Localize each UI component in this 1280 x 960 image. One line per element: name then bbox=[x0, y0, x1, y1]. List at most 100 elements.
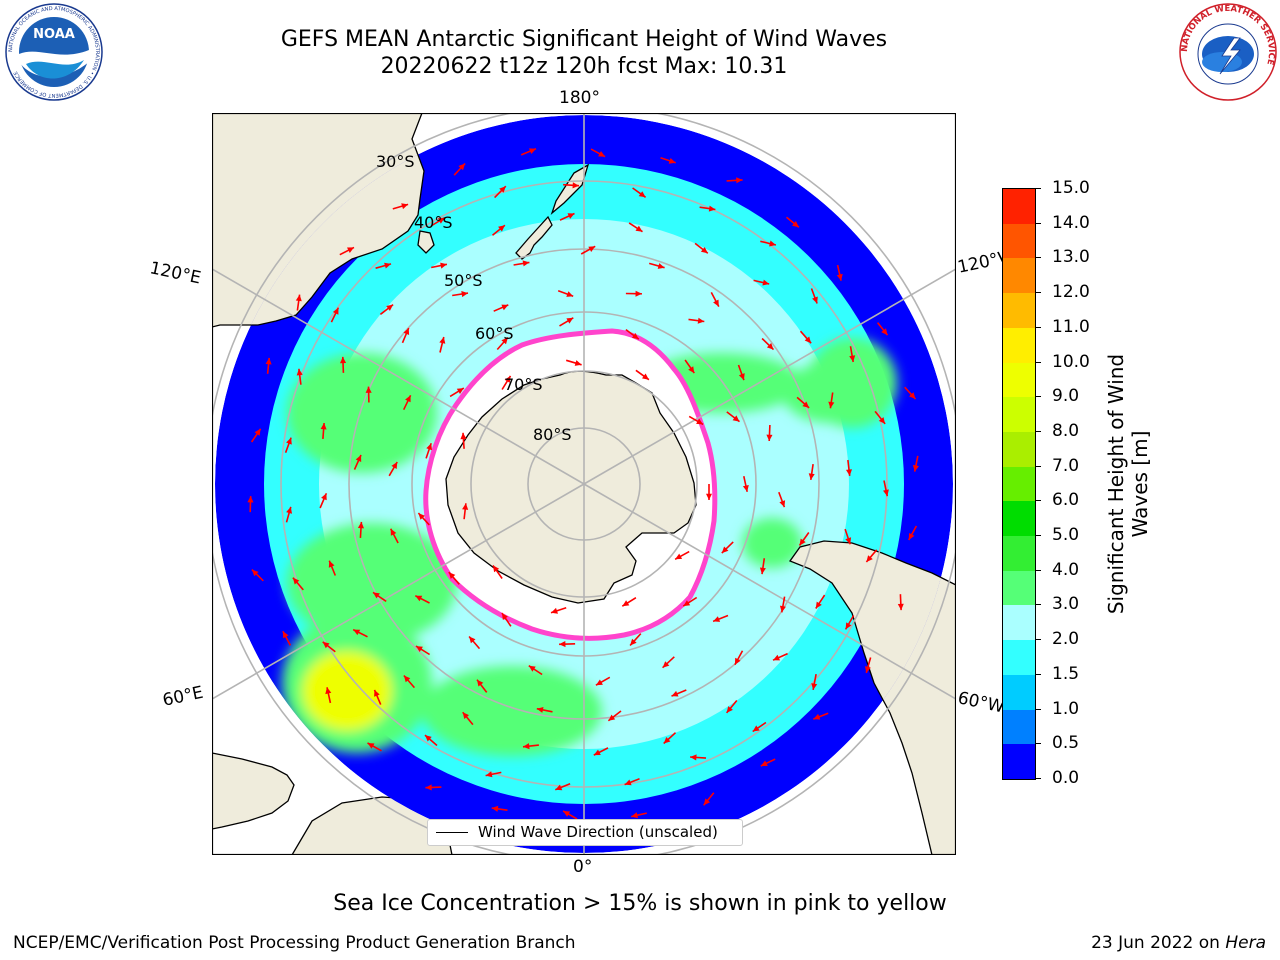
wind-wave-arrow bbox=[563, 182, 580, 189]
wind-wave-arrow bbox=[912, 455, 919, 472]
colorbar-segment bbox=[1003, 223, 1035, 259]
wind-wave-arrow bbox=[772, 652, 788, 661]
land-africa-south bbox=[212, 752, 295, 830]
wind-wave-arrow bbox=[425, 784, 442, 791]
wind-wave-arrow bbox=[631, 812, 647, 819]
lat-label-80s: 80°S bbox=[533, 425, 572, 444]
title-line-1: GEFS MEAN Antarctic Significant Height o… bbox=[280, 27, 888, 52]
wind-wave-arrow bbox=[778, 491, 786, 508]
lon-label-180: 180° bbox=[559, 88, 600, 108]
wind-wave-arrow bbox=[779, 596, 786, 613]
wind-wave-arrow bbox=[559, 317, 574, 327]
wind-wave-arrow bbox=[452, 291, 469, 298]
colorbar-tick-label: 15.0 bbox=[1052, 178, 1090, 198]
wind-wave-arrow bbox=[562, 810, 578, 820]
wind-wave-arrow bbox=[491, 805, 508, 812]
wind-wave-arrow bbox=[372, 591, 387, 603]
wind-wave-arrow bbox=[799, 330, 812, 344]
wind-wave-arrow bbox=[734, 650, 744, 666]
wind-wave-arrow bbox=[251, 569, 264, 582]
wind-wave-arrow bbox=[460, 432, 467, 449]
land-antarctica bbox=[445, 370, 697, 604]
lat-label-40s: 40°S bbox=[414, 213, 453, 232]
colorbar-tick bbox=[1035, 569, 1041, 571]
wind-wave-arrow bbox=[766, 424, 773, 442]
wind-wave-arrow bbox=[849, 346, 856, 363]
colorbar-tick-label: 13.0 bbox=[1052, 247, 1090, 268]
colorbar-segment bbox=[1003, 570, 1035, 606]
graticule bbox=[212, 113, 956, 855]
colorbar-tick-label: 1.5 bbox=[1052, 663, 1080, 684]
colorbar-title-text: Significant Height of Wind Waves [m] bbox=[1104, 353, 1152, 615]
wind-wave-arrow bbox=[897, 594, 904, 611]
wind-wave-arrow bbox=[522, 743, 539, 750]
lon-label-60w: 60°W bbox=[955, 688, 1007, 718]
wind-wave-arrow bbox=[785, 216, 800, 228]
wind-wave-arrow bbox=[674, 550, 690, 561]
wind-wave-arrow bbox=[402, 394, 412, 411]
lat-label-70s: 70°S bbox=[504, 375, 543, 394]
lon-label-60e: 60°E bbox=[160, 682, 206, 711]
wind-wave-arrow bbox=[635, 369, 650, 381]
wind-wave-arrow bbox=[373, 689, 382, 705]
colorbar-tick-label: 11.0 bbox=[1052, 316, 1090, 337]
wind-wave-arrow bbox=[319, 492, 328, 509]
sea-ice-note: Sea Ice Concentration > 15% is shown in … bbox=[333, 891, 947, 916]
wind-wave-arrow bbox=[392, 203, 409, 210]
footer-date-text: 23 Jun 2022 on bbox=[1091, 933, 1220, 953]
legend-label: Wind Wave Direction (unscaled) bbox=[478, 823, 718, 841]
wind-wave-arrow bbox=[759, 558, 766, 575]
colorbar-tick-label: 3.0 bbox=[1052, 594, 1080, 615]
colorbar-tick-label: 2.0 bbox=[1052, 629, 1080, 650]
colorbar-tick bbox=[1035, 708, 1041, 710]
colorbar-segment bbox=[1003, 431, 1035, 467]
wind-wave-arrow bbox=[493, 304, 509, 312]
wind-wave-arrow bbox=[322, 641, 336, 653]
wind-wave-arrow bbox=[494, 185, 507, 199]
wind-wave-arrow bbox=[520, 147, 537, 156]
colorbar-segment bbox=[1003, 292, 1035, 328]
colorbar-segment bbox=[1003, 535, 1035, 571]
wind-wave-arrow bbox=[706, 484, 712, 500]
wind-wave-arrow bbox=[808, 463, 815, 481]
wind-wave-arrow bbox=[491, 224, 506, 236]
colorbar-tick-label: 0.0 bbox=[1052, 768, 1080, 788]
wind-wave-arrow bbox=[798, 532, 810, 546]
wind-wave-arrow bbox=[660, 157, 676, 164]
wind-wave-arrow bbox=[828, 392, 835, 409]
wind-wave-arrow bbox=[550, 606, 567, 614]
wind-wave-arrow bbox=[328, 560, 337, 576]
colorbar-tick bbox=[1035, 396, 1041, 398]
colorbar-tick-label: 7.0 bbox=[1052, 455, 1080, 476]
lat-label-60s: 60°S bbox=[475, 324, 514, 343]
wind-wave-arrow bbox=[462, 503, 469, 520]
map-frame bbox=[212, 113, 956, 855]
wind-wave-arrow bbox=[712, 614, 729, 623]
wind-wave-arrow bbox=[742, 476, 749, 492]
colorbar-segment bbox=[1003, 743, 1035, 779]
nws-logo: NATIONAL WEATHER SERVICE bbox=[1179, 3, 1277, 101]
colorbar-tick bbox=[1035, 430, 1041, 432]
wind-wave-arrow bbox=[625, 328, 640, 340]
colorbar-tick bbox=[1035, 465, 1041, 467]
wind-wave-arrow bbox=[352, 628, 368, 638]
wind-wave-arrow bbox=[699, 205, 716, 212]
wind-wave-arrow bbox=[379, 303, 394, 316]
colorbar-segment bbox=[1003, 639, 1035, 675]
wind-wave-arrow bbox=[415, 645, 431, 656]
wind-wave-arrow bbox=[846, 459, 852, 476]
lon-label-0: 0° bbox=[573, 857, 593, 877]
wind-wave-arrow bbox=[265, 357, 272, 374]
wind-wave-arrow bbox=[904, 386, 917, 400]
wind-wave-arrow bbox=[725, 699, 738, 714]
footer-date: 23 Jun 2022 on Hera bbox=[1091, 933, 1266, 953]
wind-wave-arrow bbox=[339, 246, 355, 256]
wind-wave-arrow bbox=[496, 336, 509, 351]
colorbar-tick-label: 9.0 bbox=[1052, 386, 1080, 407]
wind-wave-arrow bbox=[688, 415, 704, 426]
colorbar-segment bbox=[1003, 709, 1035, 745]
wind-wave-arrow bbox=[439, 336, 446, 353]
wind-wave-arrow bbox=[431, 262, 448, 269]
colorbar-tick-label: 4.0 bbox=[1052, 559, 1080, 580]
wind-wave-arrow bbox=[292, 577, 304, 591]
